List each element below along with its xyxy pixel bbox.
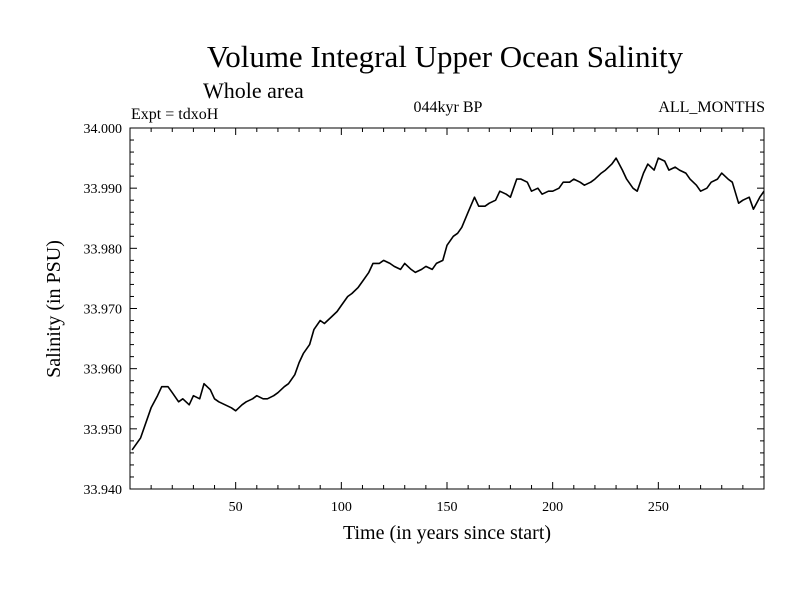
experiment-label: Expt = tdxoH [131,106,219,123]
x-tick-label: 50 [229,500,243,515]
x-tick-label: 200 [542,500,563,515]
x-axis-label: Time (in years since start) [343,522,551,544]
x-tick-label: 100 [331,500,352,515]
y-tick-label: 33.980 [84,242,123,257]
months-label: ALL_MONTHS [658,99,765,116]
x-tick-label: 250 [648,500,669,515]
chart-title: Volume Integral Upper Ocean Salinity [207,39,684,74]
plot-frame [129,127,765,490]
x-tick-label: 150 [437,500,458,515]
y-tick-label: 33.990 [84,182,123,197]
y-tick-label: 33.950 [84,423,123,438]
y-tick-label: 33.940 [84,483,123,498]
y-axis-label: Salinity (in PSU) [43,240,65,378]
salinity-series-line [131,157,765,451]
y-axis: 33.940 33.950 33.960 33.970 33.980 33.990 34.0… [84,122,764,498]
x-axis: 50 100 150 200 250 [150,128,744,515]
y-tick-label: 34.000 [84,122,123,137]
series-layer [131,157,765,451]
y-tick-label: 33.970 [84,303,123,318]
chart-subtitle: Whole area [203,78,304,103]
period-label: 044kyr BP [414,99,483,116]
y-tick-label: 33.960 [84,363,123,378]
